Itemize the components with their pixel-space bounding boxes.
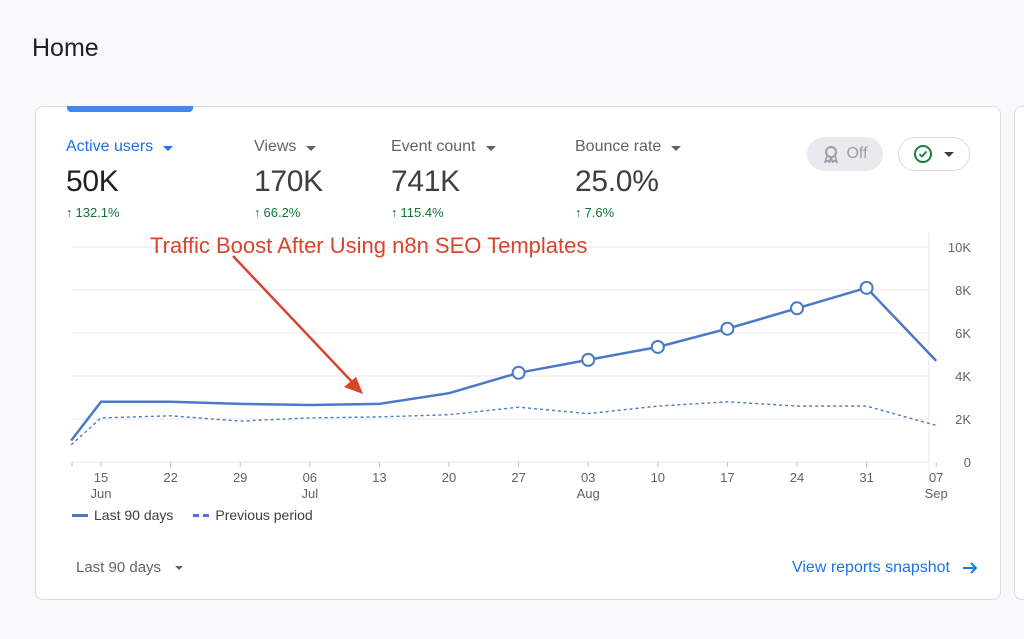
arrow-up-icon: ↑ [66, 205, 73, 220]
chart-series [70, 280, 938, 446]
metric-value: 741K [391, 165, 460, 198]
legend-item: Previous period [193, 507, 313, 523]
metric-views[interactable]: Views 170K ↑ 66.2% [254, 137, 323, 220]
metric-active-users[interactable]: Active users 50K ↑ 132.1% [66, 137, 174, 220]
x-tick-label: 10 [651, 470, 665, 485]
metric-change-value: 66.2% [263, 205, 301, 220]
annotation-arrow [232, 255, 363, 394]
metric-value: 170K [254, 165, 323, 198]
x-tick-label: 20 [442, 470, 456, 485]
x-tick-label: 24 [790, 470, 804, 485]
x-tick-label: 15 [94, 470, 108, 485]
y-tick-label: 6K [955, 326, 971, 341]
metric-dropdown-event-count[interactable]: Event count [391, 137, 496, 157]
data-point [650, 339, 665, 354]
view-link-label: View reports snapshot [791, 559, 950, 576]
metric-dropdown-active-users[interactable]: Active users [66, 137, 174, 157]
arrow-up-icon: ↑ [575, 205, 582, 220]
y-tick-label: 2K [955, 412, 971, 427]
x-tick-month-label: Jul [301, 486, 318, 501]
metric-label: Event count [391, 138, 476, 155]
chevron-down-icon [175, 565, 184, 570]
x-tick-month-label: Sep [925, 486, 948, 501]
x-tick-label: 13 [372, 470, 386, 485]
y-tick-label: 10K [948, 240, 971, 255]
comparison-status-dropdown[interactable] [898, 137, 970, 171]
award-icon [824, 146, 839, 163]
adjacent-card-edge [1014, 106, 1024, 600]
page-title: Home [32, 34, 99, 62]
metric-value: 50K [66, 165, 119, 198]
metric-change-value: 7.6% [584, 205, 615, 220]
metric-bounce-rate[interactable]: Bounce rate 25.0% ↑ 7.6% [575, 137, 682, 220]
x-tick-label: 29 [233, 470, 247, 485]
solid-line-icon [72, 513, 88, 517]
metric-dropdown-views[interactable]: Views [254, 137, 323, 157]
legend-label: Last 90 days [94, 507, 174, 523]
dashed-line-icon [193, 513, 210, 517]
metric-change: ↑ 115.4% [391, 205, 496, 220]
data-point [790, 301, 804, 316]
x-tick-label: 06 [303, 470, 317, 485]
legend-label: Previous period [215, 507, 313, 523]
overview-card: Active users 50K ↑ 132.1% Views 170K ↑ 6… [35, 106, 1001, 600]
metric-label: Active users [66, 138, 154, 155]
chart-legend: Last 90 days Previous period [72, 507, 313, 523]
chevron-down-icon [671, 145, 682, 151]
x-tick-label: 22 [163, 470, 177, 485]
y-tick-label: 8K [955, 283, 971, 298]
check-circle-icon [914, 145, 932, 163]
data-point [720, 321, 735, 336]
x-tick-label: 03 [581, 470, 595, 485]
selected-tab-indicator [67, 106, 193, 112]
arrow-up-icon: ↑ [254, 205, 261, 220]
chevron-down-icon [944, 151, 954, 157]
y-tick-label: 4K [955, 369, 971, 384]
x-tick-label: 07 [929, 470, 943, 485]
metric-dropdown-bounce-rate[interactable]: Bounce rate [575, 137, 682, 157]
date-range-label: Last 90 days [76, 559, 162, 576]
metric-change: ↑ 7.6% [575, 205, 681, 220]
insights-off-toggle[interactable]: Off [807, 137, 883, 171]
chevron-down-icon [163, 145, 174, 151]
metric-change-value: 132.1% [75, 205, 120, 220]
date-range-dropdown[interactable]: Last 90 days [76, 559, 184, 576]
metric-change: ↑ 66.2% [254, 205, 323, 220]
metric-label: Views [254, 138, 297, 155]
series-line-last-90-days [70, 286, 938, 442]
chart-grid [72, 233, 930, 482]
metric-event-count[interactable]: Event count 741K ↑ 115.4% [391, 137, 496, 220]
x-tick-label: 31 [859, 470, 873, 485]
data-point [581, 352, 596, 367]
data-point [859, 280, 874, 295]
off-label: Off [846, 145, 868, 162]
x-tick-label: 27 [511, 470, 525, 485]
metric-change: ↑ 132.1% [66, 205, 173, 220]
x-tick-month-label: Jun [91, 486, 112, 501]
metric-value: 25.0% [575, 165, 659, 198]
metric-change-value: 115.4% [400, 205, 444, 220]
y-tick-label: 0 [964, 455, 971, 470]
x-tick-label: 17 [720, 470, 734, 485]
chevron-down-icon [306, 145, 317, 151]
legend-item: Last 90 days [72, 507, 173, 523]
view-reports-snapshot-link[interactable]: View reports snapshot [792, 559, 978, 577]
chevron-down-icon [485, 145, 496, 151]
arrow-up-icon: ↑ [391, 205, 398, 220]
series-line-previous-period [70, 401, 937, 446]
metric-label: Bounce rate [575, 138, 662, 155]
annotation-text: Traffic Boost After Using n8n SEO Templa… [150, 233, 588, 258]
arrow-right-icon [963, 562, 978, 574]
data-point [511, 365, 526, 380]
x-tick-month-label: Aug [577, 486, 600, 501]
